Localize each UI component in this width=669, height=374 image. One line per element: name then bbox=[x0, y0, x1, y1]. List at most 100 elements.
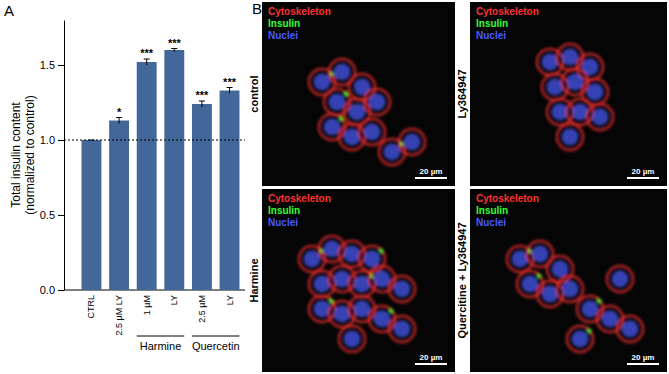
panel-label: B bbox=[252, 0, 262, 17]
error-bar bbox=[144, 59, 150, 65]
cytoskeleton-outline bbox=[547, 256, 573, 282]
y-axis-title: (normalized to control) bbox=[23, 95, 37, 214]
bar bbox=[220, 91, 240, 291]
nucleus bbox=[369, 94, 386, 111]
cytoskeleton-outline bbox=[557, 44, 583, 70]
cytoskeleton-outline bbox=[389, 276, 415, 302]
group-label: Harmine bbox=[140, 340, 182, 352]
image-label: Ly364947 bbox=[456, 69, 468, 118]
y-tick: 0.5 bbox=[40, 209, 64, 221]
channel-label: Insulin bbox=[268, 18, 300, 29]
nucleus bbox=[374, 271, 391, 288]
micrograph-background bbox=[262, 189, 455, 372]
cytoskeleton-outline bbox=[557, 124, 583, 150]
nucleus bbox=[552, 261, 569, 278]
scale-bar bbox=[627, 363, 659, 365]
x-tick-label: LY bbox=[225, 295, 235, 305]
y-tick-mark bbox=[58, 215, 64, 216]
nucleus bbox=[582, 301, 599, 318]
group-bracket bbox=[192, 336, 239, 337]
cytoskeleton-outline bbox=[557, 276, 583, 302]
error-bar bbox=[171, 49, 177, 52]
cytoskeleton-outline bbox=[339, 326, 365, 352]
scale-bar bbox=[415, 177, 447, 179]
channel-label: Nuclei bbox=[476, 217, 506, 228]
channel-label: Cytoskeleton bbox=[268, 6, 331, 17]
plot-area bbox=[64, 49, 245, 291]
bar bbox=[192, 104, 212, 290]
cytoskeleton-outline bbox=[517, 271, 543, 297]
micrograph-background bbox=[470, 189, 667, 372]
micrograph: CytoskeletonInsulinNuclei20 µm bbox=[470, 2, 667, 186]
channel-label: Insulin bbox=[268, 205, 300, 216]
cell-cluster bbox=[537, 44, 613, 150]
cytoskeleton-outline bbox=[359, 119, 385, 145]
reference-line bbox=[64, 140, 245, 141]
cytoskeleton-outline bbox=[359, 246, 385, 272]
nucleus bbox=[587, 84, 604, 101]
nucleus bbox=[364, 251, 381, 268]
y-tick-label: 1.5 bbox=[40, 59, 55, 71]
nucleus bbox=[522, 276, 539, 293]
insulin-spot bbox=[339, 117, 343, 121]
nucleus bbox=[364, 124, 381, 141]
nucleus bbox=[567, 74, 584, 91]
insulin-spot bbox=[597, 299, 601, 303]
cytoskeleton-outline bbox=[364, 89, 390, 115]
x-tick-label: LY bbox=[169, 295, 179, 305]
nucleus bbox=[394, 281, 411, 298]
cell-cluster bbox=[507, 241, 643, 352]
y-tick-mark bbox=[58, 290, 64, 291]
nucleus bbox=[404, 134, 421, 151]
nucleus bbox=[612, 271, 629, 288]
nucleus bbox=[344, 331, 361, 348]
channel-label: Cytoskeleton bbox=[476, 6, 539, 17]
error-bar bbox=[199, 101, 205, 107]
y-tick: 0.0 bbox=[40, 284, 64, 296]
cytoskeleton-outline bbox=[319, 114, 345, 140]
bar bbox=[137, 62, 157, 290]
channel-label: Nuclei bbox=[476, 30, 506, 41]
insulin-spot bbox=[379, 249, 383, 253]
insulin-spot bbox=[537, 274, 541, 278]
error-bar-stem bbox=[119, 118, 120, 124]
cell-cluster bbox=[309, 59, 425, 165]
nucleus bbox=[314, 74, 331, 91]
x-tick-label: 1 µM bbox=[142, 295, 152, 315]
cytoskeleton-outline bbox=[324, 89, 350, 115]
error-bar-stem bbox=[146, 59, 147, 65]
nucleus bbox=[324, 119, 341, 136]
y-tick-label: 0.5 bbox=[40, 209, 55, 221]
nucleus bbox=[592, 109, 609, 126]
nucleus bbox=[334, 64, 351, 81]
cytoskeleton-outline bbox=[567, 326, 593, 352]
nucleus bbox=[374, 311, 391, 328]
nucleus bbox=[329, 94, 346, 111]
error-bar bbox=[227, 88, 233, 94]
image-label: control bbox=[248, 75, 260, 112]
nucleus bbox=[562, 49, 579, 66]
cytoskeleton-outline bbox=[349, 296, 375, 322]
y-tick-label: 0.0 bbox=[40, 284, 55, 296]
cell-cluster bbox=[299, 236, 415, 352]
nucleus bbox=[304, 251, 321, 268]
cytoskeleton-outline bbox=[369, 266, 395, 292]
error-bar-stem bbox=[201, 101, 202, 107]
scale-bar bbox=[415, 363, 447, 365]
micrograph: CytoskeletonInsulinNuclei20 µm bbox=[470, 189, 667, 372]
scale-bar-label: 20 µm bbox=[420, 167, 443, 176]
scale-bar-label: 20 µm bbox=[420, 353, 443, 362]
y-tick-label: 1.0 bbox=[40, 134, 55, 146]
insulin-spot bbox=[389, 309, 393, 313]
cytoskeleton-outline bbox=[587, 104, 613, 130]
cytoskeleton-outline bbox=[399, 129, 425, 155]
bar bbox=[164, 50, 184, 290]
significance-label: *** bbox=[140, 47, 154, 59]
nucleus bbox=[602, 311, 619, 328]
bar bbox=[82, 140, 102, 290]
scale-bar-label: 20 µm bbox=[632, 167, 655, 176]
cytoskeleton-outline bbox=[607, 266, 633, 292]
cytoskeleton-outline bbox=[369, 306, 395, 332]
channel-label: Nuclei bbox=[268, 217, 298, 228]
nucleus bbox=[354, 301, 371, 318]
